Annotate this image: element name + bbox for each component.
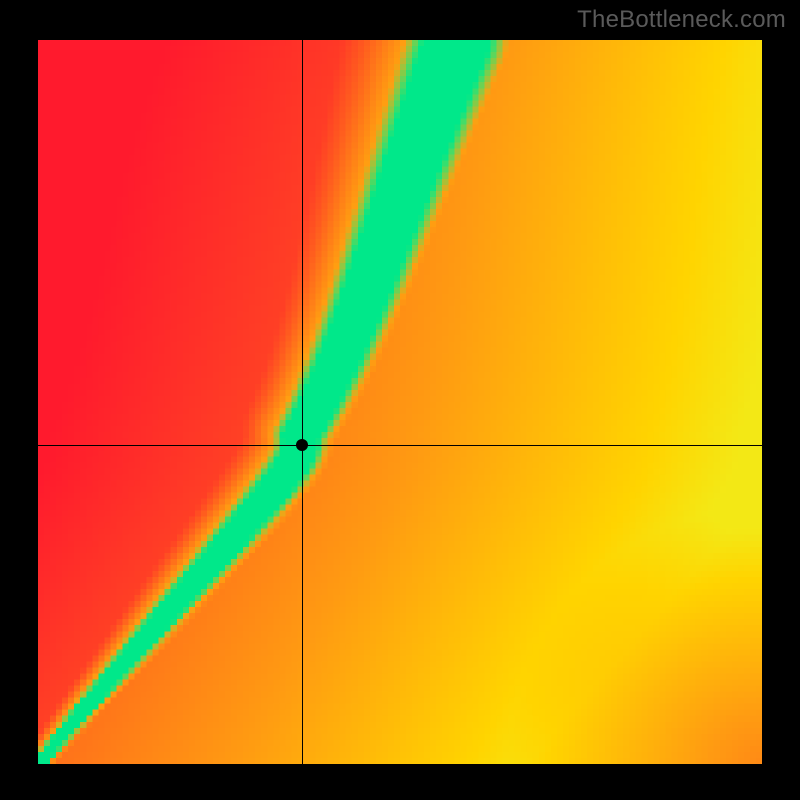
crosshair-vertical [302, 40, 303, 764]
crosshair-point [296, 439, 308, 451]
plot-area [38, 40, 762, 764]
watermark-text: TheBottleneck.com [577, 6, 786, 34]
crosshair-horizontal [38, 445, 762, 446]
heatmap-canvas [38, 40, 762, 764]
chart-container: TheBottleneck.com [0, 0, 800, 800]
